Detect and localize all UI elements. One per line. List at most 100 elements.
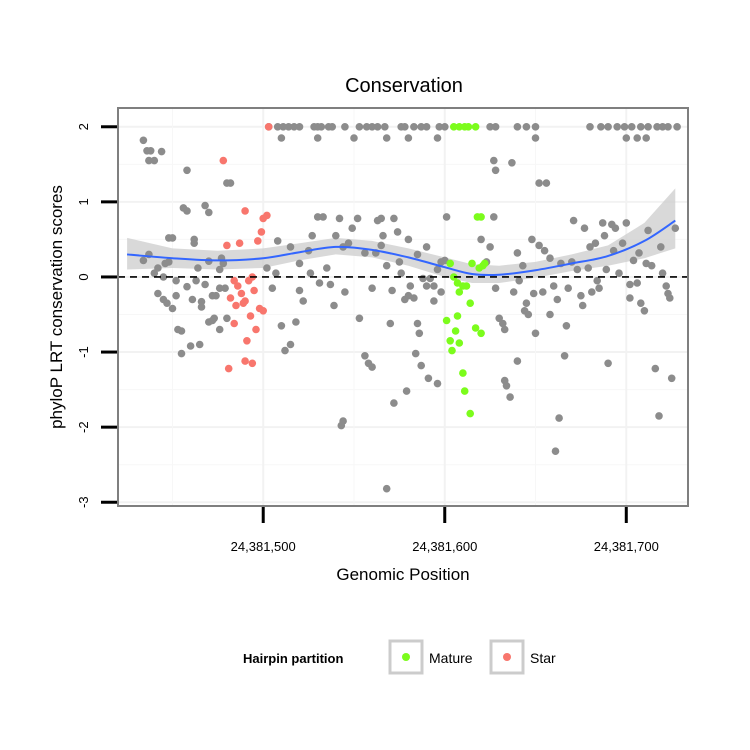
mature-point — [471, 324, 480, 332]
other-point — [644, 123, 652, 131]
other-point — [404, 235, 413, 244]
other-point — [411, 349, 420, 358]
other-point — [146, 147, 155, 155]
other-point — [433, 265, 442, 274]
other-point — [215, 265, 224, 274]
confidence-ribbon — [127, 188, 676, 283]
other-point — [277, 134, 286, 142]
other-point — [522, 123, 531, 131]
legend-title: Hairpin partition — [243, 651, 343, 666]
other-point — [622, 219, 631, 227]
chart-title: Conservation — [345, 75, 463, 97]
other-point — [353, 214, 362, 223]
other-point — [139, 256, 148, 265]
other-point — [339, 417, 347, 425]
other-point — [393, 228, 402, 236]
other-point — [401, 123, 409, 131]
mature-point — [453, 312, 462, 320]
other-point — [658, 123, 667, 131]
legend-label-mature: Mature — [429, 650, 473, 666]
other-point — [653, 123, 661, 131]
other-point — [335, 214, 344, 223]
plot-panel — [117, 107, 689, 507]
other-point — [486, 243, 494, 251]
other-point — [413, 250, 422, 259]
other-point — [542, 179, 551, 187]
other-point — [397, 269, 406, 278]
other-point — [513, 249, 522, 257]
star-point — [243, 337, 251, 345]
other-point — [388, 286, 396, 295]
other-point — [613, 123, 621, 131]
mature-point — [446, 259, 455, 268]
other-point — [626, 294, 634, 302]
x-axis-title: Genomic Position — [336, 565, 469, 584]
other-point — [600, 231, 609, 240]
star-point — [230, 319, 238, 328]
other-point — [441, 123, 449, 131]
other-point — [221, 284, 229, 293]
other-point — [286, 340, 295, 349]
other-point — [194, 264, 202, 272]
other-point — [161, 259, 169, 268]
other-point — [417, 123, 426, 131]
legend-label-star: Star — [530, 650, 556, 666]
other-point — [637, 299, 645, 308]
other-point — [172, 291, 180, 300]
other-point — [602, 265, 611, 274]
other-point — [513, 357, 522, 365]
mature-point — [477, 213, 485, 221]
other-point — [368, 284, 376, 293]
mature-point — [477, 329, 485, 338]
other-point — [284, 123, 293, 131]
other-point — [573, 265, 582, 274]
other-point — [219, 259, 228, 268]
other-point — [205, 208, 213, 217]
other-point — [509, 288, 518, 296]
other-point — [183, 207, 191, 215]
other-point — [290, 123, 298, 131]
other-point — [368, 363, 376, 371]
other-point — [588, 288, 596, 296]
other-point — [546, 310, 554, 319]
other-point — [390, 399, 398, 407]
mature-point — [455, 123, 464, 131]
star-point — [248, 359, 257, 368]
other-point — [562, 322, 571, 330]
other-point — [553, 295, 562, 304]
mature-point — [462, 282, 471, 290]
other-point — [197, 297, 206, 306]
other-point — [361, 352, 369, 360]
other-point — [490, 156, 498, 165]
other-point — [569, 216, 578, 225]
other-point — [295, 123, 304, 131]
other-point — [528, 235, 536, 244]
other-point — [477, 235, 485, 244]
other-point — [604, 359, 612, 368]
star-point — [226, 294, 235, 302]
other-point — [192, 276, 200, 285]
other-point — [651, 364, 660, 373]
y-tick-label: 2 — [76, 123, 91, 130]
other-point — [642, 134, 650, 142]
star-point — [250, 286, 258, 295]
other-point — [618, 239, 627, 247]
other-point — [315, 279, 324, 287]
other-point — [633, 134, 641, 142]
other-point — [168, 304, 177, 313]
other-point — [508, 159, 516, 167]
y-tick-label: -1 — [76, 346, 91, 358]
other-point — [295, 259, 304, 268]
other-point — [435, 123, 444, 131]
other-point — [410, 123, 418, 131]
other-point — [499, 319, 507, 328]
other-point — [402, 387, 411, 395]
other-point — [395, 258, 404, 266]
other-point — [422, 243, 431, 251]
other-point — [515, 276, 523, 285]
other-point — [341, 288, 349, 296]
star-point — [235, 239, 244, 247]
star-point — [263, 211, 271, 220]
star-point — [264, 123, 273, 131]
other-point — [598, 219, 607, 227]
